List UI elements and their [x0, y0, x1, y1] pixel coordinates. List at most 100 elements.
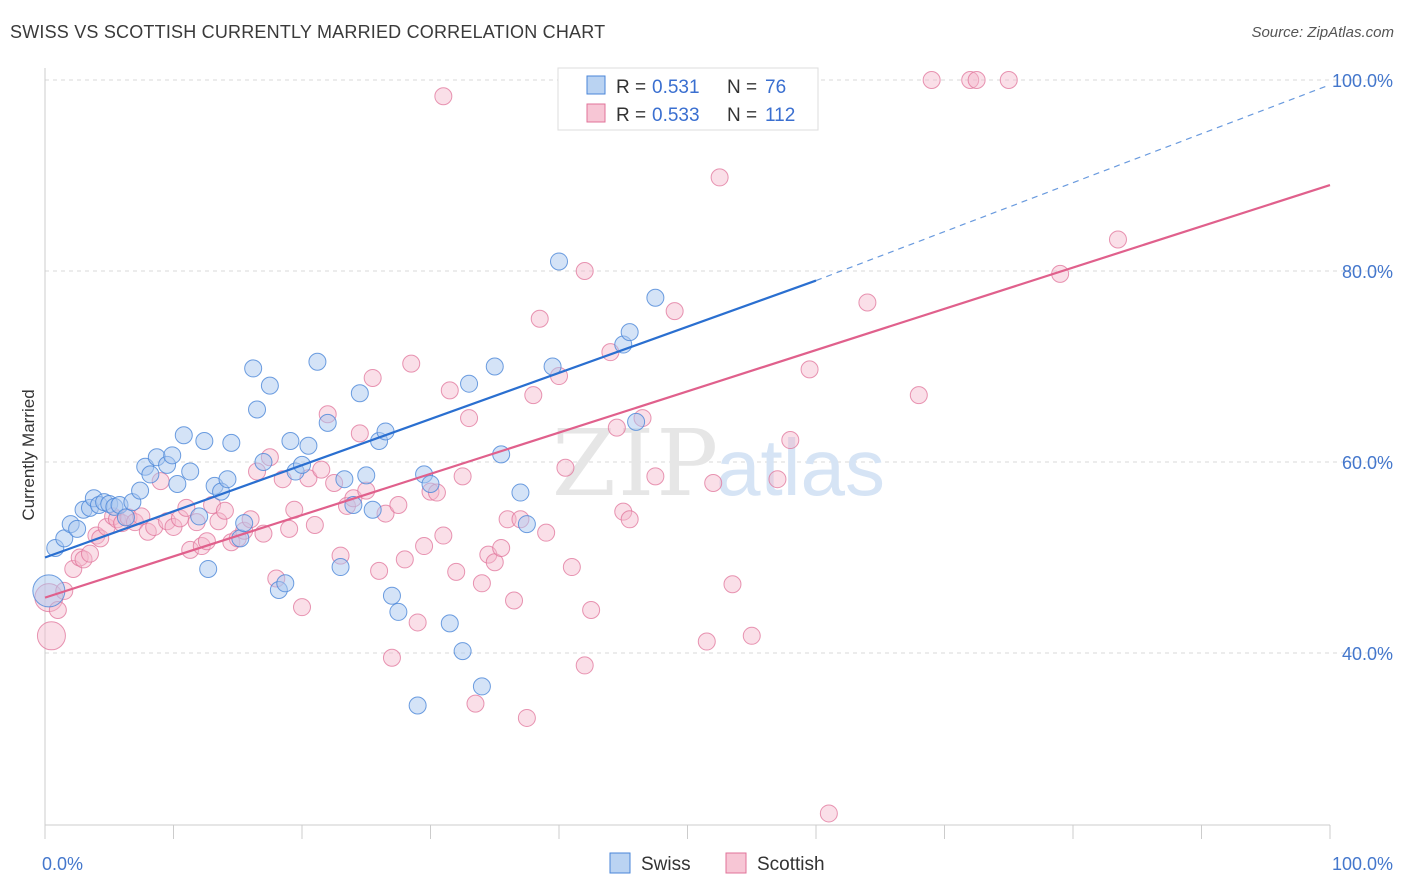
scottish-point — [192, 537, 211, 556]
scottish-point — [909, 386, 928, 405]
swiss-point — [627, 412, 646, 431]
source-credit: Source: ZipAtlas.com — [1251, 24, 1394, 41]
swiss-point — [485, 357, 504, 376]
legend-n-value: 76 — [765, 77, 786, 98]
swiss-point — [440, 614, 459, 633]
scottish-point — [614, 502, 633, 521]
legend-bottom: Swiss Scottish — [609, 852, 825, 875]
scottish-point — [742, 626, 761, 645]
axes — [44, 68, 1331, 839]
scottish-point — [781, 431, 800, 450]
legend-label-swiss: Swiss — [641, 854, 691, 875]
legend-label-scottish: Scottish — [757, 854, 825, 875]
scottish-point — [710, 168, 729, 187]
scottish-point — [1108, 230, 1127, 249]
swiss-point — [460, 374, 479, 393]
swiss-point — [646, 288, 665, 307]
scottish-point — [415, 537, 434, 556]
swiss-trend-extension — [815, 84, 1331, 282]
scottish-point — [402, 354, 421, 373]
swiss-point — [357, 466, 376, 485]
legend-top: R = 0.531 N = 76 R = 0.533 N = 112 — [557, 67, 819, 131]
watermark-atlas: atlas — [716, 423, 885, 512]
scottish-point — [138, 522, 157, 541]
scottish-point — [305, 516, 324, 535]
scottish-point — [382, 648, 401, 667]
swiss-point — [168, 474, 187, 493]
swiss-point — [174, 426, 193, 445]
swiss-point — [276, 574, 295, 593]
scottish-point — [447, 562, 466, 581]
x-tick-label: 0.0% — [42, 854, 83, 874]
watermark: ZIP atlas — [552, 410, 885, 517]
swiss-point — [244, 359, 263, 378]
swiss-point — [472, 677, 491, 696]
scottish-point — [575, 656, 594, 675]
legend-swatch-scottish — [725, 852, 747, 874]
swiss-point — [331, 558, 350, 577]
swiss-trend-line — [44, 279, 817, 559]
scottish-point — [723, 575, 742, 594]
scottish-point — [800, 360, 819, 379]
legend-r-value: 0.533 — [652, 105, 700, 126]
legend-swatch — [586, 75, 606, 95]
scottish-point — [408, 613, 427, 632]
y-tick-label: 40.0% — [1342, 644, 1393, 664]
scottish-point — [209, 512, 228, 531]
swiss-point — [68, 519, 87, 538]
swiss-point — [308, 352, 327, 371]
swiss-point — [421, 474, 440, 493]
swiss-point — [141, 465, 160, 484]
scottish-trend-line — [44, 184, 1331, 599]
scottish-point — [646, 467, 665, 486]
swiss-point — [389, 602, 408, 621]
scottish-point — [697, 632, 716, 651]
scottish-point — [472, 574, 491, 593]
y-tick-label: 80.0% — [1342, 262, 1393, 282]
legend-n-value: 112 — [765, 105, 795, 126]
scottish-point — [80, 544, 99, 563]
scottish-point — [434, 87, 453, 106]
swiss-point — [163, 446, 182, 465]
swiss-point — [260, 376, 279, 395]
scottish-point — [293, 598, 311, 617]
scottish-point — [460, 409, 479, 428]
scottish-point — [440, 381, 459, 400]
x-tick-labels: 0.0% 100.0% — [42, 854, 1393, 874]
legend-n-label: N = — [727, 105, 757, 126]
swiss-points — [32, 71, 729, 715]
scottish-point — [768, 470, 787, 489]
scottish-point — [312, 460, 331, 479]
swiss-point — [511, 483, 530, 502]
scottish-point — [704, 474, 723, 493]
scottish-point — [530, 309, 549, 328]
legend-swatch — [586, 103, 606, 123]
y-tick-label: 100.0% — [1332, 71, 1393, 91]
swiss-point — [517, 515, 536, 534]
legend-n-label: N = — [727, 77, 757, 98]
swiss-point — [281, 431, 300, 450]
scottish-point — [665, 302, 684, 321]
legend-r-label: R = — [616, 105, 646, 126]
chart-title: SWISS VS SCOTTISH CURRENTLY MARRIED CORR… — [10, 22, 606, 42]
scottish-point — [466, 694, 485, 713]
scottish-point — [453, 467, 472, 486]
swiss-point — [620, 323, 639, 342]
legend-r-label: R = — [616, 77, 646, 98]
scottish-point — [363, 368, 382, 387]
swiss-point — [222, 433, 241, 452]
swiss-point — [218, 470, 237, 489]
swiss-point — [131, 481, 150, 500]
scottish-point — [389, 495, 408, 514]
swiss-point — [254, 453, 273, 471]
swiss-point — [550, 252, 568, 271]
swiss-point — [350, 384, 369, 403]
scottish-point — [556, 458, 575, 477]
y-axis-label: Currently Married — [19, 389, 38, 520]
swiss-point — [195, 431, 214, 450]
y-tick-label: 60.0% — [1342, 453, 1393, 473]
swiss-point — [199, 559, 218, 578]
scottish-point — [537, 523, 556, 542]
scottish-point — [582, 601, 601, 620]
